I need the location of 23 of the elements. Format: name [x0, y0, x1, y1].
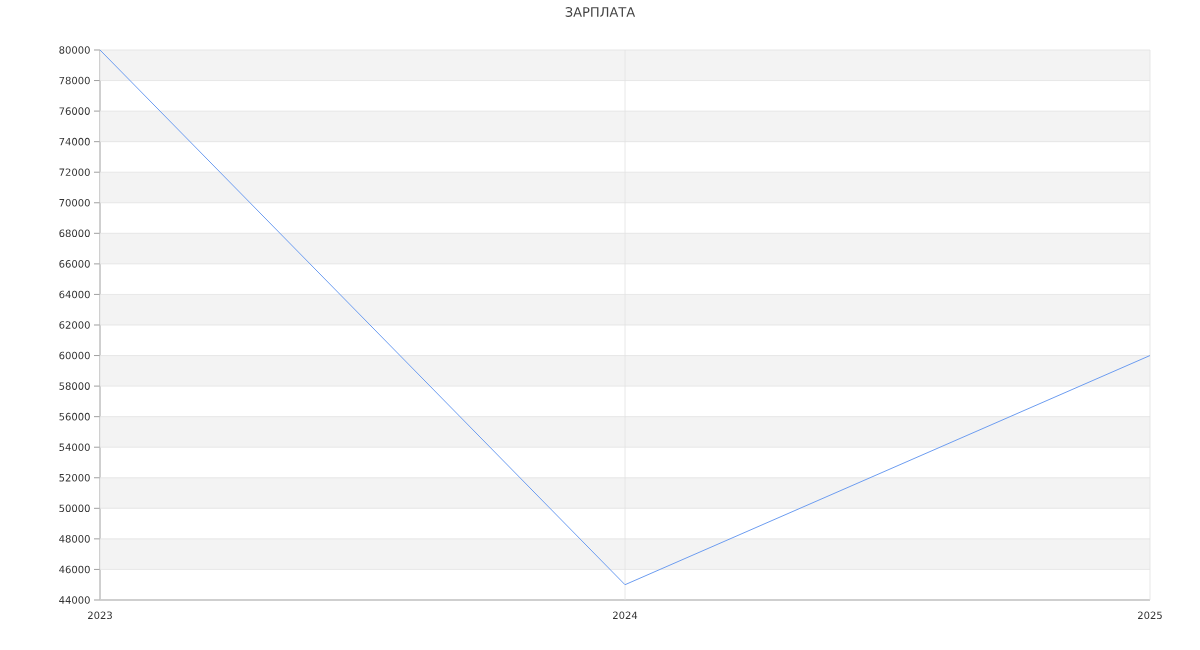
y-tick-label: 56000	[59, 412, 90, 421]
x-tick-label: 2023	[88, 611, 112, 620]
y-tick-label: 46000	[59, 565, 90, 574]
y-tick-label: 58000	[59, 382, 90, 390]
y-tick-label: 48000	[59, 535, 90, 543]
y-tick-label: 50000	[59, 504, 90, 513]
y-tick-label: 44000	[59, 596, 90, 604]
y-tick-label: 54000	[59, 443, 90, 451]
y-tick-label: 64000	[59, 290, 90, 299]
y-tick-label: 74000	[59, 137, 90, 146]
y-tick-label: 80000	[59, 46, 90, 54]
y-tick-label: 68000	[59, 229, 90, 238]
y-tick-label: 78000	[59, 76, 90, 85]
x-tick-label: 2024	[613, 611, 638, 620]
chart-title: ЗАРПЛАТА	[565, 7, 636, 17]
y-tick-label: 70000	[59, 198, 90, 207]
y-tick-label: 66000	[59, 260, 90, 268]
y-tick-label: 60000	[59, 351, 90, 360]
y-tick-label: 52000	[59, 473, 90, 482]
x-tick-label: 2025	[1138, 611, 1162, 620]
y-tick-label: 72000	[59, 168, 90, 176]
y-tick-label: 62000	[59, 321, 90, 329]
y-tick-label: 76000	[59, 107, 90, 115]
